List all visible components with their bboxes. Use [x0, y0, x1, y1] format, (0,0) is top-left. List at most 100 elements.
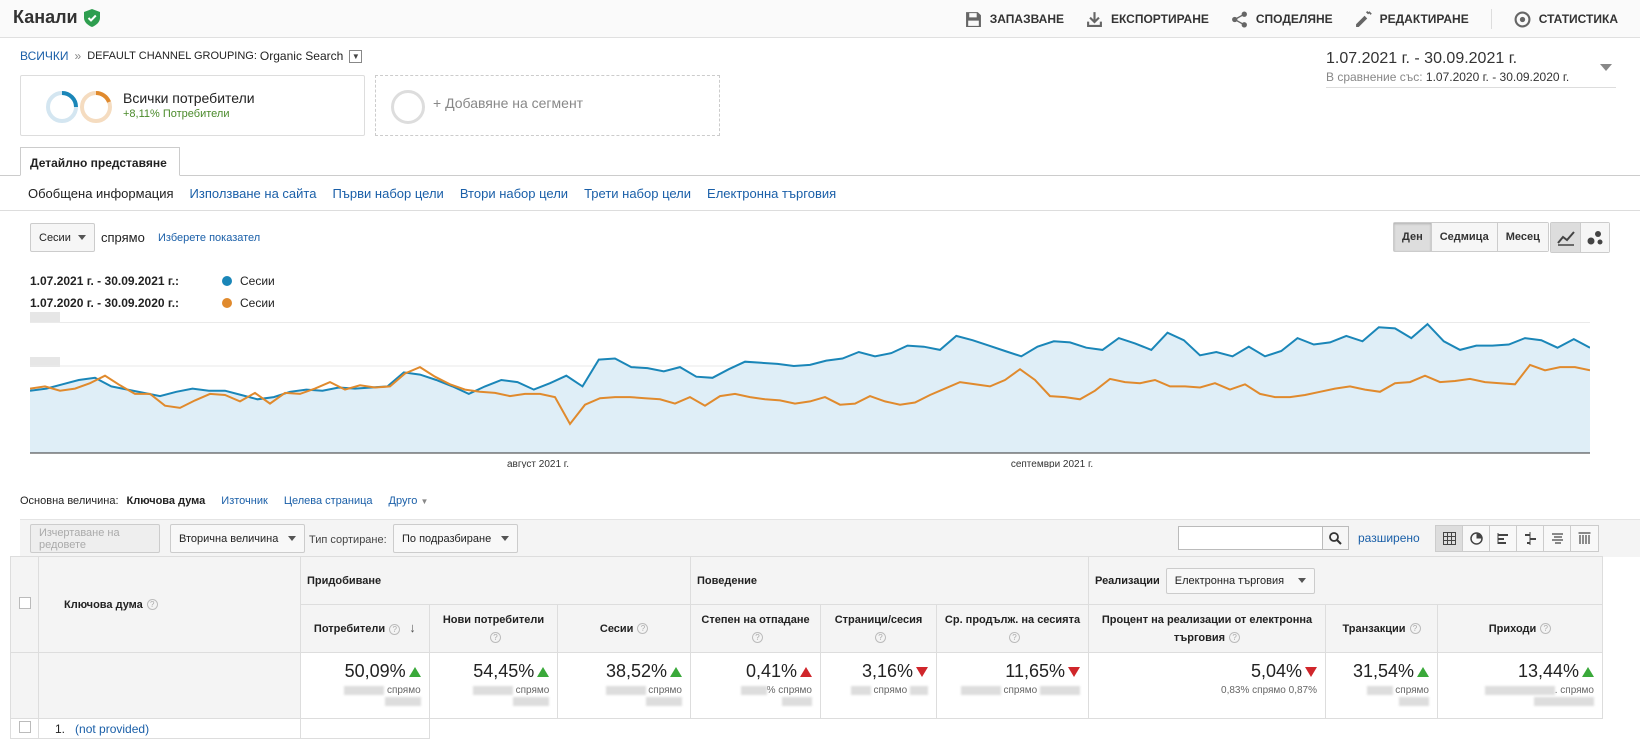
col-ecommerce-conversion-rate-label: Процент на реализации от електронна търг…	[1101, 613, 1313, 644]
help-icon[interactable]: ?	[1229, 632, 1241, 644]
add-segment-circle-icon	[391, 90, 425, 124]
total-users-compare: спрямо	[301, 685, 421, 707]
redacted-value	[344, 685, 385, 695]
subtab-site-usage[interactable]: Използване на сайта	[189, 186, 317, 201]
save-button[interactable]: ЗАПАЗВАНЕ	[965, 11, 1064, 28]
arrow-up-icon	[408, 666, 421, 677]
save-icon	[965, 11, 981, 27]
dimension-header[interactable]: Ключова дума?	[38, 556, 301, 653]
segment-card-all-users[interactable]: Всички потребители +8,11% Потребители	[20, 75, 365, 136]
primary-dimension-keyword[interactable]: Ключова дума	[126, 495, 206, 507]
comparison-view-button[interactable]	[1517, 526, 1544, 551]
select-all-checkbox[interactable]	[18, 597, 31, 609]
data-view-button[interactable]	[1436, 526, 1463, 551]
col-ecommerce-conversion-rate[interactable]: Процент на реализации от електронна търг…	[1088, 604, 1326, 653]
secondary-dimension-select[interactable]: Вторична величина	[170, 524, 306, 553]
add-segment-button[interactable]: + Добавяне на сегмент	[375, 75, 720, 136]
total-avg-session-duration: 11,65% спрямо	[936, 652, 1089, 719]
sort-type-select[interactable]: По подразбиране	[393, 524, 519, 553]
subtab-goal-set-3[interactable]: Трети набор цели	[584, 186, 692, 201]
redacted-value	[472, 685, 513, 695]
row-checkbox[interactable]	[18, 721, 31, 733]
percentage-view-button[interactable]	[1463, 526, 1490, 551]
total-transactions: 31,54% спрямо	[1325, 652, 1438, 719]
share-button[interactable]: СПОДЕЛЯНЕ	[1231, 11, 1333, 28]
legend-range-current: 1.07.2021 г. - 30.09.2021 г.:	[30, 274, 180, 288]
subtab-goal-set-1[interactable]: Първи набор цели	[332, 186, 444, 201]
date-range-compare: В сравнение със: 1.07.2020 г. - 30.09.20…	[1326, 70, 1616, 84]
col-transactions[interactable]: Транзакции?	[1325, 604, 1438, 653]
total-avg-session-duration-pct: 11,65%	[1005, 661, 1080, 682]
plot-rows-button[interactable]: Изчертаване на редовете	[30, 524, 160, 553]
explorer-subtabs: Обобщена информация Използване на сайта …	[28, 186, 836, 201]
help-icon[interactable]: ?	[1540, 623, 1552, 635]
help-icon[interactable]: ?	[752, 632, 763, 644]
pivot-view-button[interactable]	[1571, 526, 1598, 551]
redacted-value	[1366, 685, 1393, 695]
tab-explorer[interactable]: Детайлно представяне	[20, 147, 180, 176]
col-revenue[interactable]: Приходи?	[1437, 604, 1603, 653]
table-toolbar: Изчертаване на редовете Вторична величин…	[20, 519, 1640, 557]
primary-dimension-other[interactable]: Друго ▼	[389, 495, 429, 507]
total-revenue-compare: . спрямо	[1438, 685, 1594, 707]
help-icon[interactable]: ?	[637, 623, 649, 635]
help-icon[interactable]: ?	[875, 632, 886, 644]
subtab-goal-set-2[interactable]: Втори набор цели	[459, 186, 569, 201]
col-users[interactable]: Потребители? ↓	[300, 604, 430, 653]
conversion-type-select[interactable]: Електронна търговия	[1165, 567, 1316, 594]
granularity-day-button[interactable]: Ден	[1394, 223, 1432, 251]
subtab-summary[interactable]: Обобщена информация	[28, 186, 174, 201]
total-sessions-value: 38,52%	[605, 661, 667, 681]
insights-button[interactable]: СТАТИСТИКА	[1514, 11, 1618, 28]
chevron-down-icon	[501, 536, 510, 541]
date-range-picker[interactable]: 1.07.2021 г. - 30.09.2021 г. В сравнение…	[1326, 50, 1616, 88]
row-keyword-link[interactable]: (not provided)	[75, 721, 150, 736]
col-revenue-label: Приходи	[1488, 622, 1537, 635]
help-icon[interactable]: ?	[146, 599, 158, 611]
primary-dimension-source[interactable]: Източник	[221, 495, 268, 507]
col-bounce-rate[interactable]: Степен на отпадане?	[690, 604, 821, 653]
metric-select[interactable]: Сесии	[30, 223, 95, 252]
redacted-value	[384, 696, 421, 706]
granularity-week-button[interactable]: Седмица	[1431, 223, 1498, 251]
select-metric-link[interactable]: Изберете показател	[158, 232, 261, 244]
export-button[interactable]: ЕКСПОРТИРАНЕ	[1086, 11, 1209, 28]
help-icon[interactable]: ?	[1009, 632, 1020, 644]
table-search-input[interactable]	[1178, 526, 1323, 550]
row-keyword-cell: 1. (not provided)	[38, 718, 301, 739]
breadcrumb-all-link[interactable]: ВСИЧКИ	[20, 49, 69, 63]
totals-row: 50,09% спрямо 54,45% спрямо 38,52% спрям…	[10, 652, 1603, 719]
advanced-filter-link[interactable]: разширено	[1358, 531, 1420, 545]
y-axis-label-blurred	[30, 357, 60, 367]
line-chart-button[interactable]	[1551, 223, 1580, 252]
sort-desc-icon[interactable]: ↓	[409, 620, 416, 635]
sessions-chart[interactable]: август 2021 г. септември 2021 г.	[30, 308, 1590, 468]
primary-dimension-landing-page[interactable]: Целева страница	[283, 495, 373, 507]
col-new-users[interactable]: Нови потребители?	[428, 604, 559, 653]
table-row: 1. (not provided)	[10, 718, 1603, 739]
performance-view-button[interactable]	[1490, 526, 1517, 551]
export-label: ЕКСПОРТИРАНЕ	[1111, 12, 1209, 26]
term-cloud-view-button[interactable]	[1544, 526, 1571, 551]
help-icon[interactable]: ?	[1409, 623, 1421, 635]
sort-type-value: По подразбиране	[402, 532, 492, 545]
search-icon	[1329, 531, 1342, 545]
help-icon[interactable]: ?	[389, 623, 401, 635]
breadcrumb-dropdown-icon[interactable]: ▼	[349, 49, 363, 63]
col-pages-per-session[interactable]: Страници/сесия?	[820, 604, 937, 653]
segment-change: +8,11% Потребители	[123, 108, 230, 120]
edit-button[interactable]: РЕДАКТИРАНЕ	[1355, 10, 1469, 28]
col-sessions[interactable]: Сесии?	[557, 604, 691, 653]
col-avg-session-duration[interactable]: Ср. продълж. на сесията?	[936, 604, 1089, 653]
pivot-icon	[1578, 532, 1591, 544]
group-conversions-label: Реализации	[1095, 574, 1160, 587]
help-icon[interactable]: ?	[489, 632, 501, 644]
legend-series-current: Сесии	[240, 274, 275, 288]
motion-chart-button[interactable]	[1580, 223, 1609, 252]
date-range-main: 1.07.2021 г. - 30.09.2021 г.	[1326, 50, 1518, 67]
subtab-ecommerce[interactable]: Електронна търговия	[707, 186, 837, 201]
compare-text: спрямо	[515, 685, 550, 696]
granularity-month-button[interactable]: Месец	[1497, 223, 1548, 251]
search-button[interactable]	[1322, 526, 1349, 550]
page-title-text: Канали	[13, 7, 78, 27]
